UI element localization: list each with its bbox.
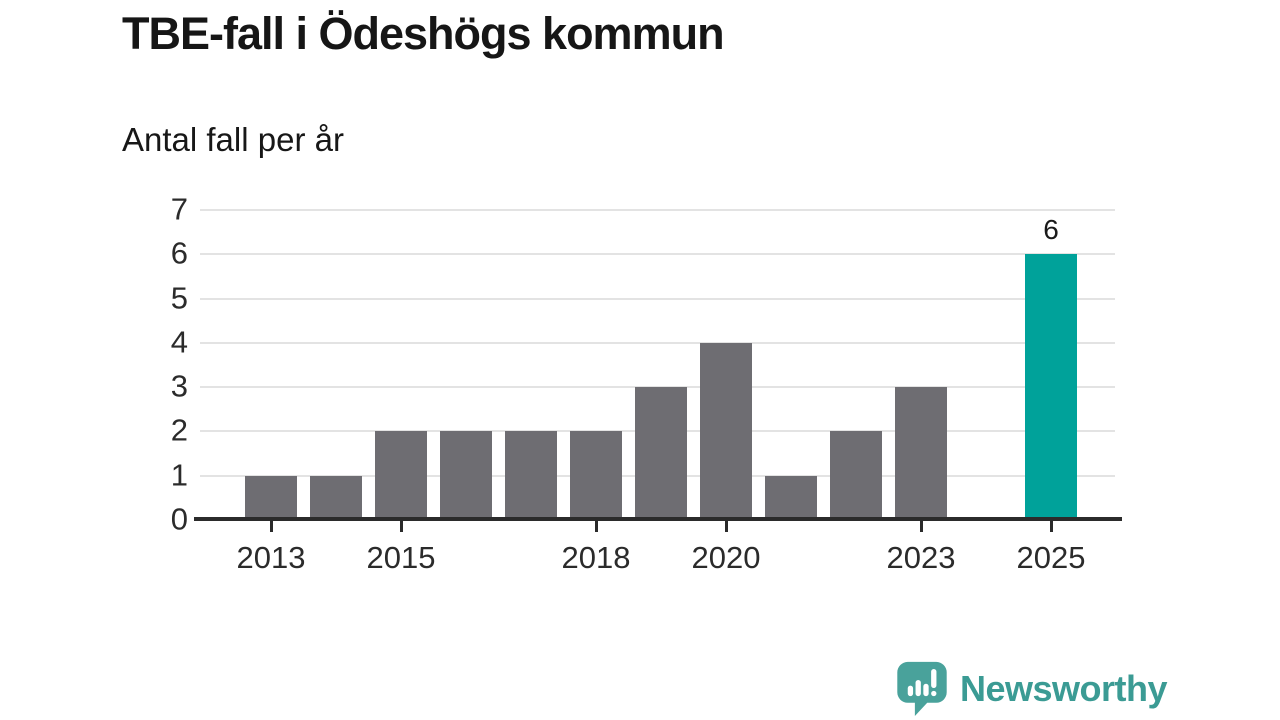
y-axis-labels: 0 1 2 3 4 5 6 7	[118, 193, 188, 534]
newsworthy-logo-icon	[897, 661, 947, 717]
gridline-5	[200, 297, 1115, 300]
x-axis-tick-label-2015: 2015	[366, 540, 436, 575]
y-axis-tick-label-6: 6	[170, 235, 188, 271]
gridline-3	[200, 386, 1115, 389]
bar-2023	[895, 387, 947, 520]
newsworthy-logo-text: Newsworthy	[960, 667, 1168, 709]
x-axis-tick-label-2018: 2018	[561, 540, 631, 575]
y-axis-tick-label-1: 1	[170, 456, 188, 492]
gridline-4	[200, 341, 1115, 344]
gridline-7	[200, 209, 1115, 211]
bar-2019	[635, 387, 687, 520]
x-axis-tick-2020	[724, 521, 728, 532]
x-axis-line	[194, 517, 1122, 521]
x-axis-tick-2013	[269, 521, 273, 532]
gridline-6	[200, 253, 1115, 256]
y-axis-tick-label-0: 0	[170, 501, 188, 537]
x-axis-tick-label-2023: 2023	[886, 540, 956, 575]
x-axis-tick-label-2020: 2020	[691, 540, 761, 575]
x-axis-tick-2025	[1049, 521, 1053, 532]
y-axis-tick-label-7: 7	[170, 191, 188, 227]
x-axis-tick-label-2013: 2013	[236, 540, 306, 575]
bar-2017	[505, 431, 557, 520]
x-axis-tick-2018	[594, 521, 598, 532]
logo-bars-glyph	[907, 669, 937, 697]
chart-title: TBE-fall i Ödeshögs kommun	[122, 8, 725, 59]
bar-value-label-2025: 6	[1043, 214, 1059, 246]
newsworthy-logo: Newsworthy	[895, 660, 1168, 717]
chart-subtitle: Antal fall per år	[122, 121, 344, 158]
x-axis-tick-label-2025: 2025	[1016, 540, 1086, 575]
y-axis-tick-label-3: 3	[170, 368, 188, 404]
bar-2020	[700, 342, 752, 520]
x-axis-tick-2015	[399, 521, 403, 532]
plot-area: 2013 2015 2018 2020 2023 2025 6	[194, 209, 1122, 575]
bar-2025	[1025, 254, 1077, 520]
y-axis-tick-label-5: 5	[170, 279, 188, 315]
bar-2016	[440, 431, 492, 520]
bar-2022	[830, 431, 882, 520]
bar-2015	[375, 431, 427, 520]
bar-2013	[245, 475, 297, 520]
bar-2018	[570, 431, 622, 520]
bar-2014	[310, 475, 362, 520]
y-axis-tick-label-2: 2	[170, 412, 188, 448]
bar-2021	[765, 475, 817, 520]
x-axis-tick-2023	[919, 521, 923, 532]
y-axis-tick-label-4: 4	[170, 324, 188, 360]
